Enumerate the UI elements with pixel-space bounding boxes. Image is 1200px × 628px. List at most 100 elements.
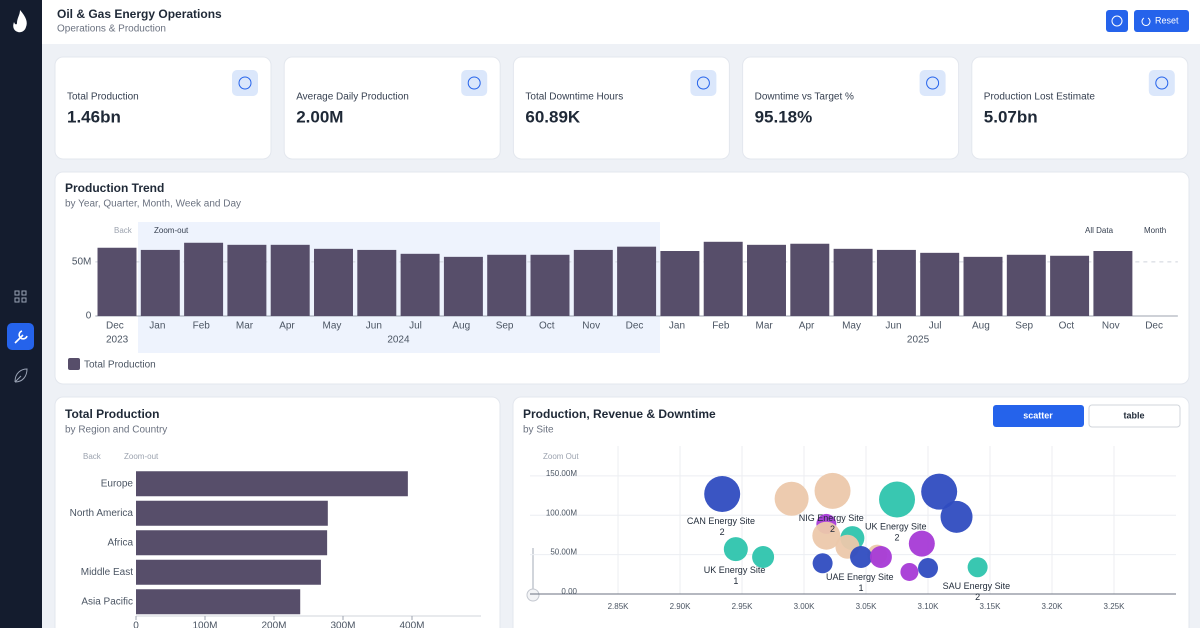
bubble — [752, 546, 775, 568]
x-tick-label: Oct — [539, 321, 555, 332]
bubble-label-line: UAE Energy Site — [826, 572, 896, 582]
y-tick-label: Middle East — [81, 567, 133, 578]
table-toggle[interactable] — [1088, 404, 1181, 428]
bar — [573, 249, 613, 316]
x-tick-label: Mar — [236, 321, 254, 332]
x-tick-label: Mar — [756, 321, 774, 332]
y-tick-label: 50.00M — [550, 548, 577, 557]
reset-button[interactable] — [1134, 10, 1189, 32]
kpi-card — [54, 56, 272, 160]
bar — [703, 241, 743, 316]
kpi-icon-glyph — [467, 76, 481, 90]
nav-dashboard[interactable] — [14, 290, 27, 303]
bubble — [900, 562, 919, 581]
bubble-label-line: 2 — [895, 533, 900, 543]
bar — [747, 244, 786, 316]
back-button[interactable]: Back — [83, 452, 102, 461]
y-tick-label: Africa — [107, 537, 133, 548]
x-tick-label: 3.25K — [1104, 602, 1126, 611]
x-tick-label: Jan — [669, 321, 685, 332]
bar — [660, 251, 700, 316]
x-tick-label: 100M — [192, 621, 217, 628]
sidebar — [0, 0, 42, 628]
bubble-label-line: SAU Energy Site — [943, 582, 1013, 592]
y-tick-label: North America — [70, 508, 134, 519]
bubble — [814, 472, 851, 509]
bubble-label-line: UK Energy Site — [865, 522, 929, 532]
info-button[interactable] — [1106, 10, 1128, 32]
bubble-label: UK Energy Site 2 — [865, 522, 929, 543]
kpi-label: Production Lost Estimate — [984, 92, 1096, 103]
bubble — [774, 481, 809, 516]
kpi-icon-glyph — [1155, 76, 1169, 90]
kpi-value: 1.46bn — [67, 107, 121, 126]
wrench-icon — [14, 330, 28, 344]
y-tick-label: 0 — [86, 311, 92, 322]
x-tick-label: 2.90K — [670, 602, 692, 611]
x-tick-label: May — [842, 321, 861, 332]
kpi-card — [283, 56, 501, 160]
kpi-label: Total Production — [67, 92, 139, 103]
year-label: 2023 — [106, 335, 129, 346]
trend-title: Production Trend — [65, 181, 164, 195]
scatter-toggle-label: scatter — [1023, 410, 1053, 420]
bar — [1050, 255, 1090, 316]
x-tick-label: Jun — [885, 321, 901, 332]
kpi-card — [971, 56, 1189, 160]
zoom-slider-handle[interactable] — [526, 588, 540, 602]
year-label: 2025 — [907, 335, 930, 346]
kpi-value: 60.89K — [525, 107, 581, 126]
x-tick-label: 2.85K — [608, 602, 630, 611]
x-tick-label: Jun — [366, 321, 382, 332]
x-tick-label: Apr — [279, 321, 295, 332]
kpi-label: Total Downtime Hours — [525, 92, 623, 103]
info-icon — [1111, 15, 1123, 27]
x-tick-label: Jan — [149, 321, 165, 332]
bubble — [850, 546, 873, 568]
kpi-card — [512, 56, 730, 160]
bar — [136, 559, 321, 585]
bar — [833, 248, 873, 316]
y-tick-label: 50M — [72, 256, 91, 267]
bubble — [812, 521, 841, 550]
scatter-toggle[interactable] — [993, 405, 1084, 427]
bubble — [704, 476, 741, 513]
kpi-label: Average Daily Production — [296, 92, 409, 103]
x-tick-label: Aug — [972, 321, 990, 332]
x-tick-label: 3.20K — [1042, 602, 1064, 611]
bar — [400, 253, 440, 316]
zoom-out-button[interactable]: Zoom-out — [154, 226, 189, 235]
zoom-out-button[interactable]: Zoom-out — [124, 452, 159, 461]
zoom-out-button[interactable]: Zoom Out — [543, 452, 579, 461]
kpi-value: 95.18% — [755, 107, 813, 126]
period-dropdown[interactable]: Month — [1144, 226, 1166, 235]
bubble-label-line: UK Energy Site — [704, 566, 768, 576]
header-subtitle: Operations & Production — [57, 24, 166, 35]
bubble — [723, 537, 748, 562]
x-tick-label: May — [323, 321, 342, 332]
reset-icon — [1141, 17, 1151, 26]
logo — [13, 10, 27, 33]
scatter-title: Production, Revenue & Downtime — [523, 407, 716, 421]
bar — [487, 254, 527, 316]
bar — [184, 242, 224, 316]
bubble — [879, 481, 916, 518]
x-tick-label: Jul — [929, 321, 942, 332]
nav-environment[interactable] — [14, 368, 28, 383]
header — [42, 0, 1200, 44]
x-tick-label: Nov — [582, 321, 600, 332]
x-tick-label: 2.95K — [732, 602, 754, 611]
back-button[interactable]: Back — [114, 226, 133, 235]
bubble-label-line: 2 — [830, 524, 835, 534]
filter-dropdown[interactable]: All Data — [1085, 226, 1114, 235]
bubble-label-line: 2 — [975, 593, 980, 603]
year-label: 2024 — [387, 335, 410, 346]
bubble-label: UK Energy Site 1 — [704, 566, 768, 587]
kpi-label: Downtime vs Target % — [755, 92, 854, 103]
bubble-label-line: NIG Energy Site — [799, 513, 867, 523]
bar — [136, 530, 328, 556]
header-title: Oil & Gas Energy Operations — [57, 7, 222, 21]
x-tick-label: 3.15K — [980, 602, 1002, 611]
scatter-subtitle: by Site — [523, 425, 554, 436]
